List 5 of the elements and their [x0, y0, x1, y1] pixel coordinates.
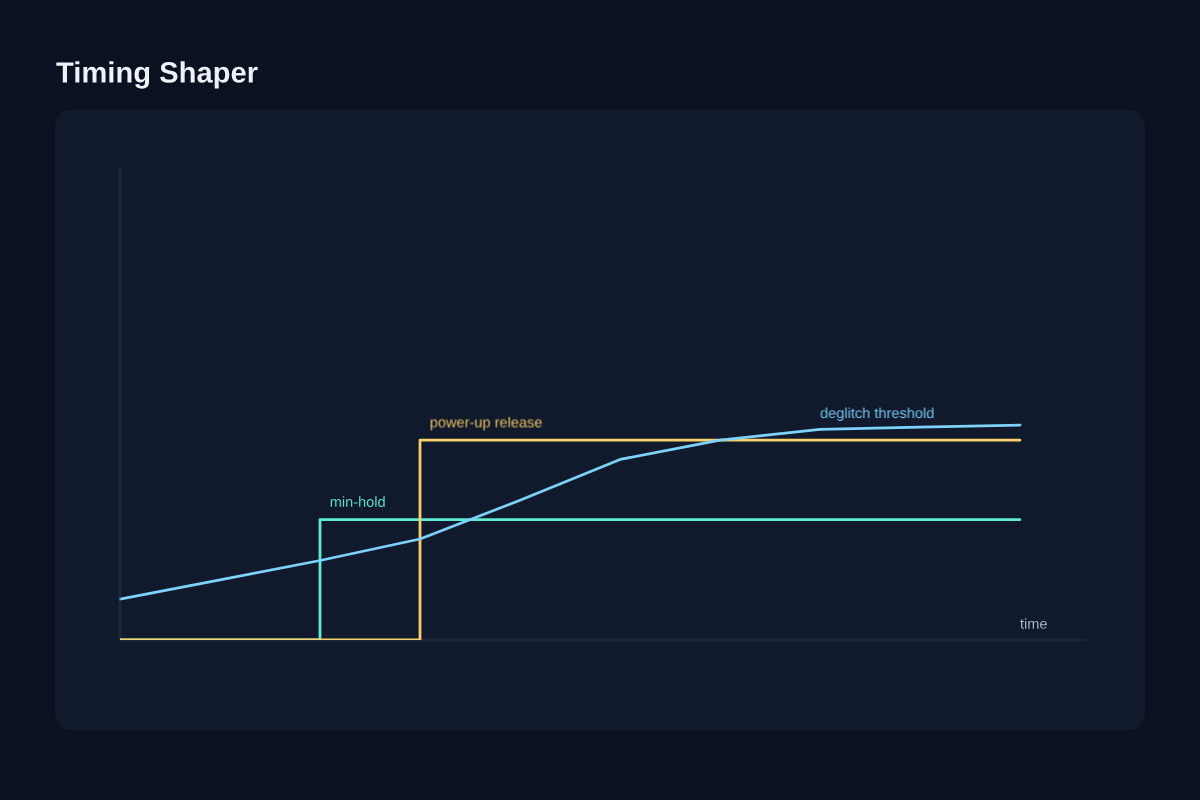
x-axis-title: time: [1020, 618, 1047, 629]
series-label: power-up release: [430, 416, 542, 431]
series-label: min-hold: [330, 496, 385, 507]
chart-title: Timing Shaper: [56, 61, 258, 89]
series-label: deglitch threshold: [820, 407, 934, 421]
